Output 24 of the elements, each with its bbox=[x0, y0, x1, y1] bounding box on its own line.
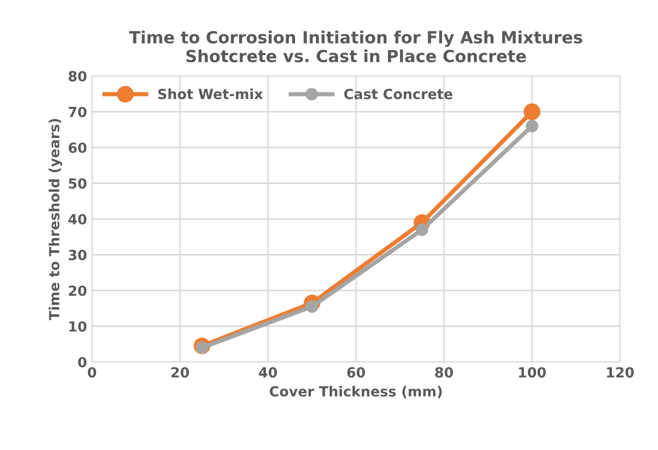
x-axis-title: Cover Thickness (mm) bbox=[270, 386, 442, 398]
y-tick-label: 40 bbox=[68, 214, 86, 224]
x-tick-label: 120 bbox=[607, 367, 634, 378]
y-tick-label: 70 bbox=[68, 106, 86, 118]
x-tick-label: 0 bbox=[88, 367, 96, 378]
y-tick-label: 20 bbox=[68, 285, 86, 296]
x-tick-label: 100 bbox=[519, 367, 546, 378]
y-tick-label: 80 bbox=[68, 70, 86, 82]
x-tick-label: 60 bbox=[347, 367, 365, 378]
x-tick-label: 20 bbox=[171, 367, 189, 378]
x-tick-label: 40 bbox=[258, 367, 277, 378]
y-tick-label: 30 bbox=[68, 250, 86, 260]
y-tick-label: 0 bbox=[78, 356, 86, 368]
y-tick-label: 50 bbox=[68, 178, 86, 189]
y-tick-label: 10 bbox=[69, 321, 86, 332]
chart-title: Time to Corrosion Initiation for Fly Ash Mixtures Shotcrete vs. Cast in Place Concrete bbox=[129, 30, 582, 62]
point bbox=[524, 103, 540, 120]
legend-label: Shot Wet-mix bbox=[158, 88, 263, 100]
point bbox=[526, 120, 538, 132]
legend-label: Cast Concrete bbox=[344, 88, 452, 100]
x-tick-label: 80 bbox=[435, 367, 453, 378]
y-axis-title: Time to Threshold (years) bbox=[48, 118, 62, 320]
y-tick-label: 60 bbox=[68, 142, 86, 153]
point bbox=[416, 223, 428, 236]
